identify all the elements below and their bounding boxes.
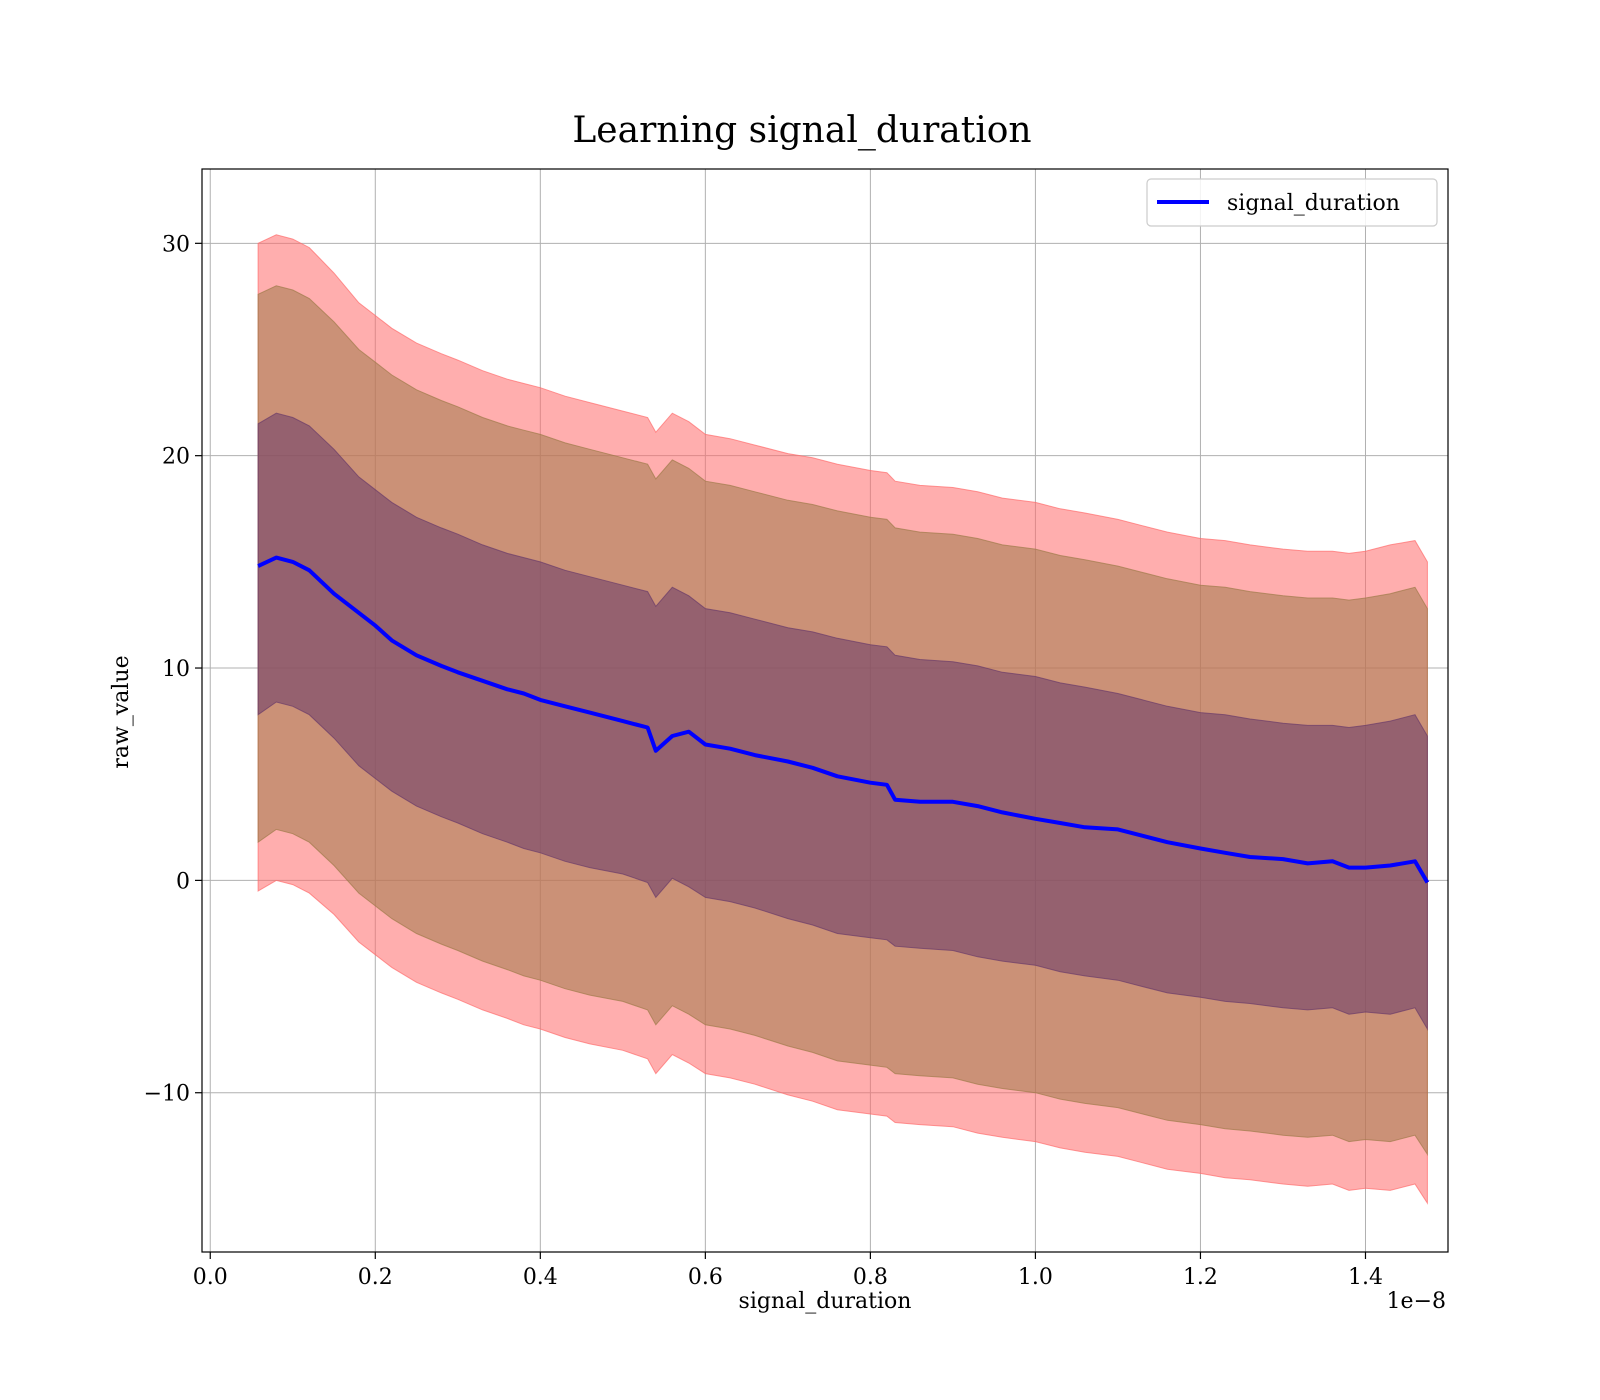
legend-label-signal-duration: signal_duration — [1227, 191, 1400, 216]
x-tick-label: 1.0 — [1018, 1265, 1053, 1290]
x-axis-offset-text: 1e−8 — [1387, 1289, 1446, 1314]
x-tick-label: 0.4 — [523, 1265, 558, 1290]
x-axis-ticks: 0.0 0.2 0.4 0.6 0.8 1.0 1.2 1.4 — [193, 1252, 1383, 1290]
legend-box — [1146, 178, 1438, 227]
x-tick-label: 0.8 — [853, 1265, 888, 1290]
series-line-signal-duration — [257, 555, 1430, 884]
band-inner — [257, 412, 1428, 1031]
x-tick-label: 1.2 — [1183, 1265, 1218, 1290]
y-axis-ticks: −10 0 10 20 30 — [144, 232, 202, 1107]
y-tick-label: −10 — [144, 1082, 190, 1107]
y-tick-label: 10 — [162, 657, 190, 682]
confidence-bands — [257, 234, 1428, 1205]
legend: signal_duration — [1146, 178, 1438, 227]
x-tick-label: 0.0 — [193, 1265, 228, 1290]
chart-title: Learning signal_duration — [572, 110, 1031, 151]
y-tick-label: 30 — [162, 232, 190, 257]
y-tick-label: 20 — [162, 445, 190, 470]
y-tick-label: 0 — [176, 869, 190, 894]
x-tick-label: 1.4 — [1348, 1265, 1383, 1290]
x-tick-label: 0.6 — [688, 1265, 723, 1290]
x-tick-label: 0.2 — [358, 1265, 393, 1290]
plot-frame — [201, 168, 1449, 1253]
series-lines — [257, 555, 1430, 884]
y-axis-label: raw_value — [109, 655, 134, 768]
x-axis-label: signal_duration — [739, 1289, 912, 1314]
